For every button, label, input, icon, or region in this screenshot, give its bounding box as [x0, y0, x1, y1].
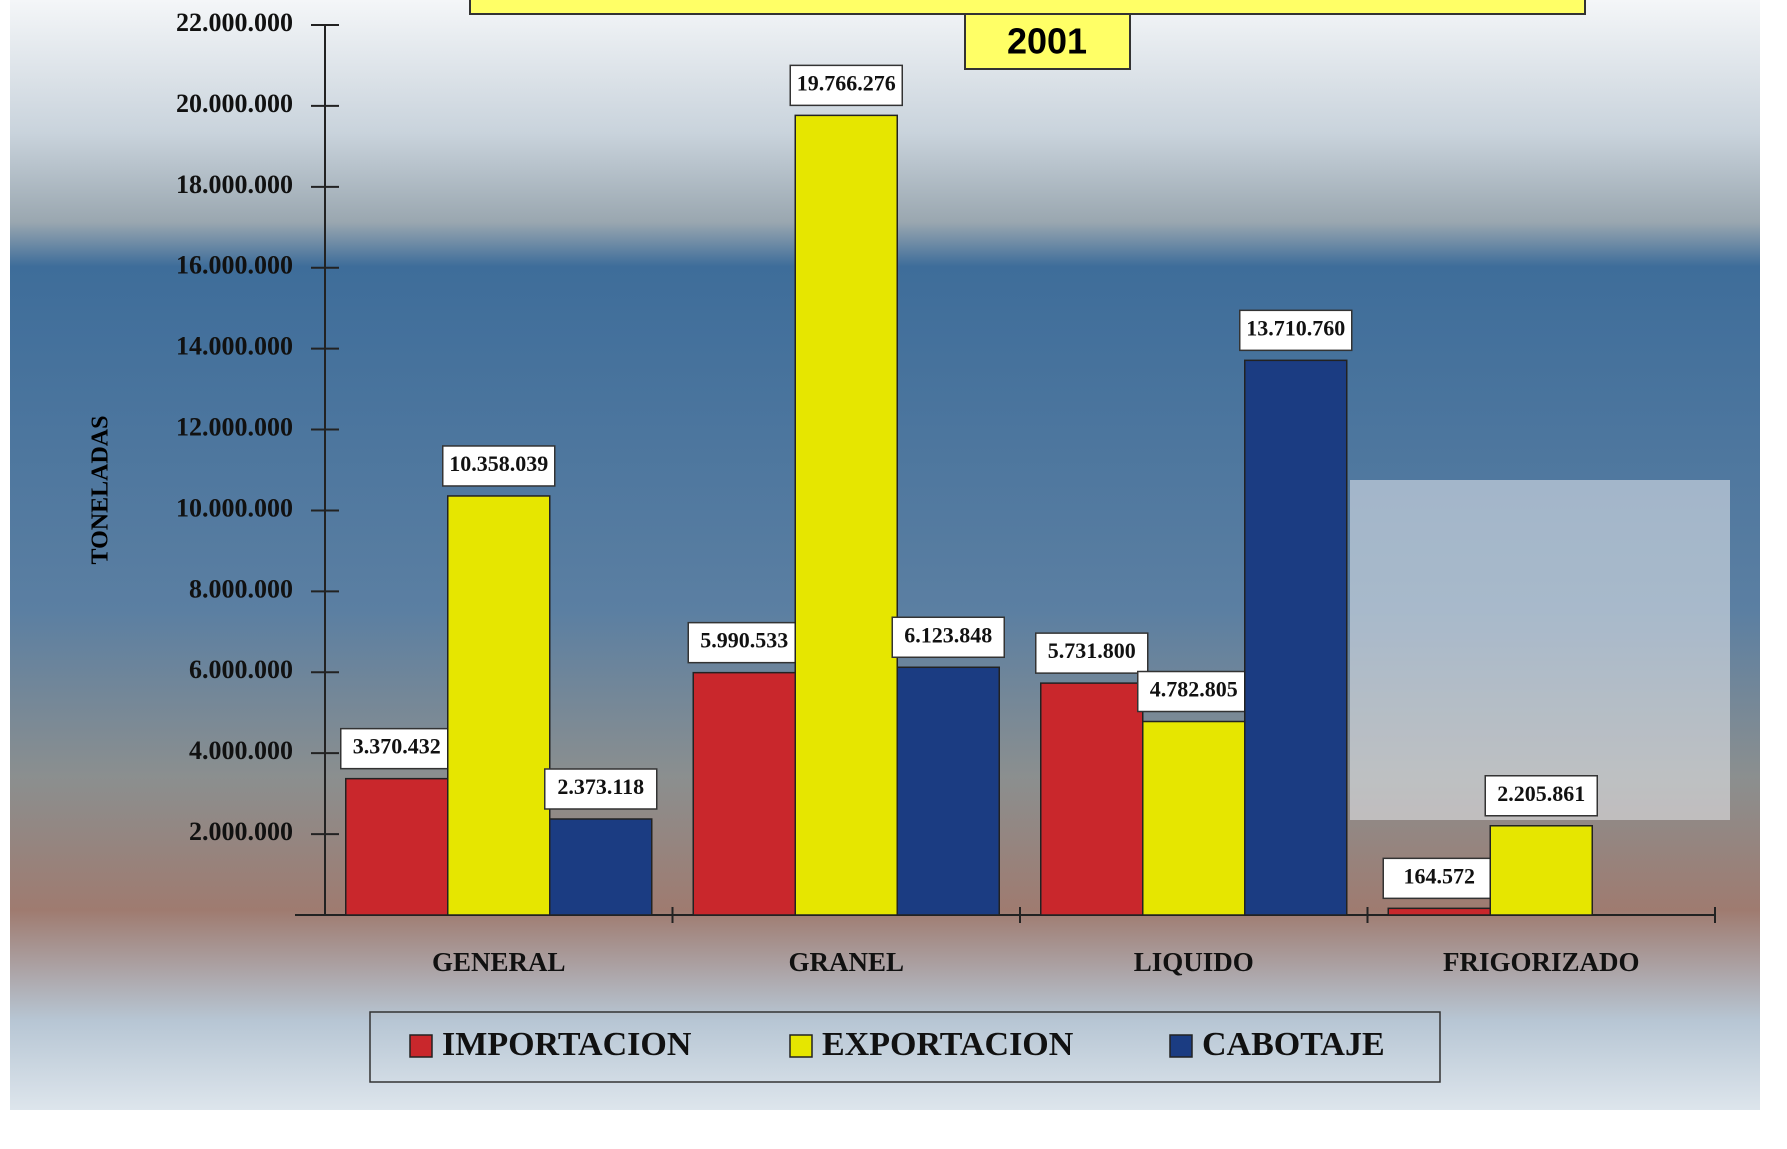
bar — [346, 779, 448, 915]
chart: 2001 TONELADAS 2.000.000 4.000.000 6.000.0… — [0, 0, 1787, 1144]
y-tick-label: 6.000.000 — [189, 655, 293, 684]
ship — [1350, 480, 1730, 820]
y-tick-label: 14.000.000 — [176, 332, 293, 361]
legend-label: CABOTAJE — [1202, 1026, 1385, 1063]
bar — [550, 819, 652, 915]
value-label: 5.731.800 — [1048, 638, 1136, 663]
y-tick-label: 2.000.000 — [189, 817, 293, 846]
x-tick-label: FRIGORIZADO — [1443, 947, 1640, 977]
bar — [693, 673, 795, 915]
y-axis-label: TONELADAS — [88, 416, 114, 565]
value-label: 2.373.118 — [557, 774, 644, 799]
value-label: 5.990.533 — [700, 628, 788, 653]
bar — [448, 496, 550, 915]
title-banner — [470, 0, 1585, 14]
y-tick-label: 12.000.000 — [176, 413, 293, 442]
value-label: 19.766.276 — [797, 70, 896, 95]
x-tick-label: GRANEL — [788, 947, 904, 977]
y-tick-label: 20.000.000 — [176, 89, 293, 118]
legend-swatch — [1170, 1035, 1192, 1057]
y-tick-label: 16.000.000 — [176, 251, 293, 280]
bar — [1388, 908, 1490, 915]
legend-swatch — [790, 1035, 812, 1057]
value-label: 6.123.848 — [904, 622, 992, 647]
bar — [795, 115, 897, 915]
value-label: 2.205.861 — [1497, 781, 1585, 806]
x-tick-label: LIQUIDO — [1134, 947, 1254, 977]
legend-label: EXPORTACION — [822, 1026, 1074, 1063]
bar — [1490, 826, 1592, 915]
value-label: 13.710.760 — [1246, 315, 1345, 340]
y-tick-label: 4.000.000 — [189, 736, 293, 765]
chart-title: 2001 — [1007, 21, 1087, 62]
value-label: 10.358.039 — [449, 451, 548, 476]
legend-swatch — [410, 1035, 432, 1057]
value-label: 4.782.805 — [1150, 677, 1238, 702]
value-label: 3.370.432 — [353, 734, 441, 759]
page: 2001 TONELADAS 2.000.000 4.000.000 6.000.0… — [0, 0, 1787, 1144]
x-tick-label: GENERAL — [432, 947, 566, 977]
bar — [897, 667, 999, 915]
bar — [1245, 360, 1347, 915]
y-tick-label: 8.000.000 — [189, 574, 293, 603]
y-tick-label: 22.000.000 — [176, 8, 293, 37]
bar — [1041, 683, 1143, 915]
bar — [1143, 722, 1245, 915]
value-label: 164.572 — [1404, 863, 1476, 888]
y-tick-label: 10.000.000 — [176, 493, 293, 522]
y-tick-label: 18.000.000 — [176, 170, 293, 199]
legend-label: IMPORTACION — [442, 1026, 692, 1063]
